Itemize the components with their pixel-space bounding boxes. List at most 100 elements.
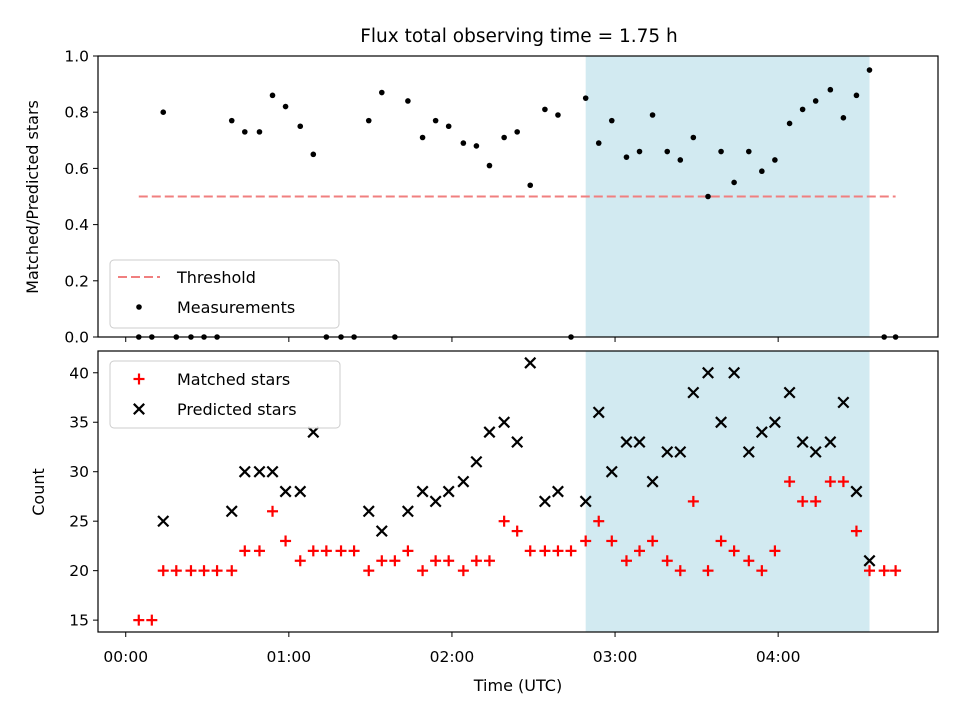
matched-stars-legend-label: Matched stars [177,370,290,389]
measurement-point [595,140,602,146]
measurement-point [840,115,847,121]
measurement-point [256,129,263,135]
matched-star-point [389,555,401,567]
count-legend: Matched stars Predicted stars [109,360,341,429]
matched-star-point [133,614,145,626]
matched-star-point [743,555,755,567]
count-x-axis: 00:00 01:00 02:00 03:00 04:00 [103,632,800,666]
predicted-star-point [253,465,266,478]
matched-star-point [348,545,360,557]
y-tick-label: 30 [69,463,89,481]
matched-star-point [580,535,592,547]
predicted-star-point [850,485,863,498]
matched-star-point [498,515,510,527]
predicted-star-point [225,505,238,518]
measurement-point [460,140,467,146]
measurements-legend-label: Measurements [177,298,295,317]
measurement-point [718,148,724,155]
y-tick-label: 0.6 [64,160,89,178]
measurement-point [690,134,697,141]
matched-star-point [363,565,375,577]
matched-star-point [280,535,292,547]
matched-star-point [620,555,632,567]
predicted-star-point [796,436,809,449]
predicted-star-point [837,396,850,409]
y-tick-label: 0.8 [64,104,89,122]
predicted-star-point [498,416,511,429]
predicted-star-point [483,426,496,439]
matched-star-point [878,565,890,577]
x-tick-label: 03:00 [593,648,638,666]
measurement-point [705,193,711,200]
measurement-point [812,98,819,104]
predicted-star-point [238,465,251,478]
measurement-point [527,182,534,189]
measurement-point [282,103,289,110]
measurement-point [241,129,248,135]
count-y-axis: 15 20 25 30 35 40 [69,364,98,630]
measurement-point [827,86,834,93]
matched-star-point [728,545,740,557]
predicted-star-point [592,406,605,419]
matched-star-point [402,545,414,557]
y-tick-label: 25 [69,513,89,531]
predicted-star-point [755,426,768,439]
ratio-axes-frame [97,55,939,338]
predicted-star-point [457,475,470,488]
count-y-label: Count [29,468,48,516]
matched-star-point [810,495,822,507]
measurement-point [365,117,372,124]
matched-star-point [511,525,523,537]
measurement-point [514,129,520,135]
matched-star-point [267,505,279,517]
matched-star-point [552,545,564,557]
predicted-star-point [728,366,741,379]
matched-star-point [715,535,727,547]
predicted-star-point [824,436,837,449]
predicted-star-point [429,495,442,508]
predicted-star-point [442,485,455,498]
matched-star-point [539,545,551,557]
predicted-star-point [633,436,646,449]
matched-stars-points [133,476,902,626]
measurement-point [636,148,643,155]
predicted-star-point [375,525,388,538]
measurement-point [772,157,778,163]
ratio-legend-box [109,259,340,329]
predicted-star-point [470,455,483,468]
ratio-x-axis [125,337,779,342]
y-tick-label: 0.2 [64,272,89,290]
predicted-star-point [538,495,551,508]
predicted-star-point [524,356,537,369]
count-axes-frame [97,350,939,633]
measurement-point [297,123,304,130]
predicted-star-point [511,436,524,449]
matched-star-point [430,555,442,567]
count-legend-box [109,360,341,429]
predicted-star-point [702,366,714,379]
y-tick-label: 0.4 [64,216,89,234]
predicted-star-point [307,426,320,439]
measurement-point [608,117,615,124]
matched-star-point [211,565,223,577]
predicted-stars-legend-swatch [133,403,145,415]
ratio-legend: Threshold Measurements [109,259,340,329]
count-panel: 15 20 25 30 35 40 00:00 01:00 02:00 03:00 04:00 C… [29,350,939,695]
measurement-point [486,162,493,169]
y-tick-label: 0.0 [64,329,89,347]
measurement-point [799,106,806,113]
matched-star-point [443,555,455,567]
matched-star-point [593,515,605,527]
predicted-star-point [620,436,633,449]
matched-star-point [470,555,482,567]
matched-star-point [198,565,210,577]
matched-star-point [483,555,495,567]
matched-star-point [335,545,347,557]
predicted-star-point [674,445,687,458]
measurement-point [160,109,167,115]
matched-star-point [890,565,902,577]
matched-star-point [797,495,809,507]
y-tick-label: 1.0 [64,48,89,66]
measurement-point [664,148,671,155]
matched-star-point [674,565,686,577]
